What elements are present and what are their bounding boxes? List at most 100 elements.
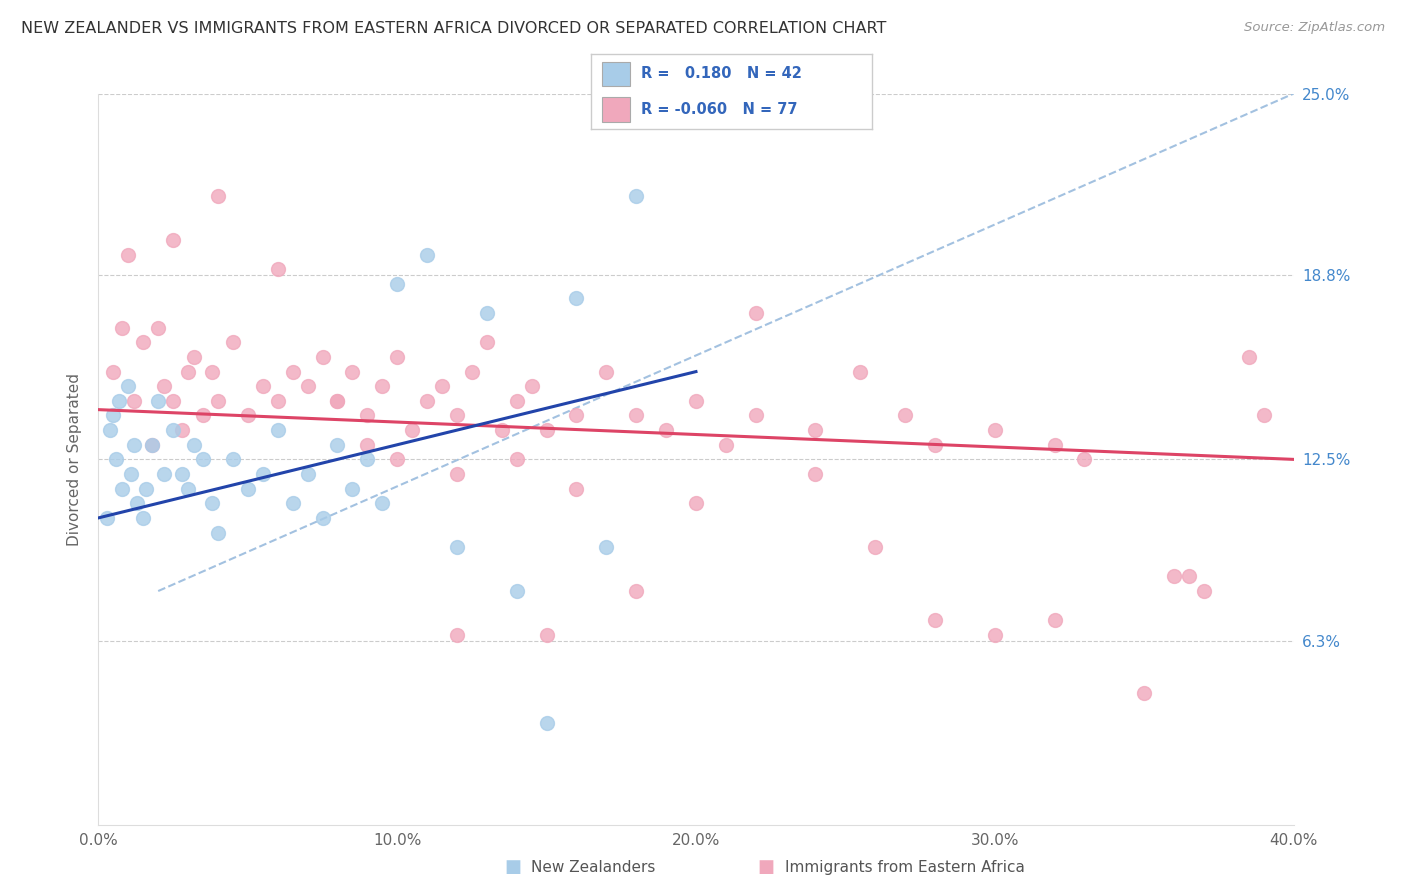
Point bbox=[252, 467, 274, 481]
Point bbox=[446, 409, 468, 423]
Point bbox=[446, 467, 468, 481]
Point bbox=[201, 496, 224, 510]
Point bbox=[236, 409, 259, 423]
Point bbox=[685, 496, 707, 510]
Point bbox=[297, 467, 319, 481]
Point bbox=[1253, 409, 1275, 423]
Point bbox=[865, 540, 887, 554]
Point bbox=[536, 423, 558, 437]
Point bbox=[148, 393, 170, 408]
Point bbox=[105, 452, 128, 467]
Point bbox=[804, 423, 827, 437]
Point bbox=[356, 409, 378, 423]
Point bbox=[1133, 686, 1156, 700]
Point bbox=[1178, 569, 1201, 583]
Point bbox=[685, 393, 707, 408]
Point bbox=[177, 482, 200, 496]
Point bbox=[356, 452, 378, 467]
Point bbox=[326, 393, 349, 408]
Point bbox=[565, 482, 588, 496]
Point bbox=[506, 393, 529, 408]
Point bbox=[124, 393, 146, 408]
Text: R =   0.180   N = 42: R = 0.180 N = 42 bbox=[641, 67, 801, 81]
Point bbox=[162, 233, 184, 247]
Point bbox=[626, 584, 648, 599]
Point bbox=[401, 423, 423, 437]
Text: R = -0.060   N = 77: R = -0.060 N = 77 bbox=[641, 102, 797, 117]
Point bbox=[506, 452, 529, 467]
Point bbox=[267, 393, 290, 408]
Point bbox=[1237, 350, 1260, 364]
Text: Immigrants from Eastern Africa: Immigrants from Eastern Africa bbox=[785, 860, 1025, 874]
Point bbox=[520, 379, 543, 393]
Point bbox=[506, 584, 529, 599]
Point bbox=[311, 350, 333, 364]
Point bbox=[356, 438, 378, 452]
Point bbox=[1163, 569, 1185, 583]
Point bbox=[120, 467, 142, 481]
Point bbox=[183, 350, 205, 364]
Point bbox=[1073, 452, 1095, 467]
Point bbox=[475, 306, 498, 320]
Point bbox=[342, 365, 364, 379]
Point bbox=[430, 379, 453, 393]
Point bbox=[385, 277, 409, 291]
Point bbox=[162, 393, 184, 408]
Point bbox=[924, 613, 946, 627]
Point bbox=[132, 511, 155, 525]
Text: Source: ZipAtlas.com: Source: ZipAtlas.com bbox=[1244, 21, 1385, 34]
Point bbox=[745, 306, 768, 320]
Point bbox=[924, 438, 946, 452]
Point bbox=[311, 511, 333, 525]
Point bbox=[117, 247, 139, 261]
Point bbox=[416, 247, 439, 261]
Point bbox=[745, 409, 768, 423]
Point bbox=[849, 365, 872, 379]
Text: ■: ■ bbox=[505, 858, 522, 876]
Point bbox=[655, 423, 678, 437]
Point bbox=[172, 423, 194, 437]
Point bbox=[1043, 438, 1066, 452]
Point bbox=[132, 335, 155, 350]
Point bbox=[536, 715, 558, 730]
Point bbox=[96, 511, 118, 525]
Point bbox=[191, 409, 214, 423]
Point bbox=[177, 365, 200, 379]
Point bbox=[108, 393, 131, 408]
Point bbox=[626, 189, 648, 203]
Point bbox=[111, 320, 134, 334]
Point bbox=[141, 438, 163, 452]
Bar bbox=[602, 97, 630, 122]
Point bbox=[326, 393, 349, 408]
Point bbox=[385, 452, 409, 467]
Point bbox=[536, 628, 558, 642]
Point bbox=[565, 409, 588, 423]
Point bbox=[103, 409, 125, 423]
Point bbox=[1192, 584, 1215, 599]
Point bbox=[162, 423, 184, 437]
Point bbox=[267, 423, 290, 437]
Point bbox=[371, 496, 394, 510]
Point bbox=[281, 496, 304, 510]
Point bbox=[127, 496, 149, 510]
Point bbox=[124, 438, 146, 452]
Point bbox=[804, 467, 827, 481]
Point bbox=[117, 379, 139, 393]
Point bbox=[281, 365, 304, 379]
Point bbox=[595, 365, 617, 379]
Point bbox=[984, 628, 1007, 642]
Point bbox=[446, 540, 468, 554]
Point bbox=[172, 467, 194, 481]
Point bbox=[371, 379, 394, 393]
Point bbox=[461, 365, 484, 379]
Point bbox=[626, 409, 648, 423]
Point bbox=[491, 423, 513, 437]
Point bbox=[141, 438, 163, 452]
Point bbox=[984, 423, 1007, 437]
Point bbox=[1043, 613, 1066, 627]
Point bbox=[475, 335, 498, 350]
Point bbox=[222, 452, 245, 467]
Point bbox=[267, 262, 290, 277]
Point bbox=[103, 365, 125, 379]
Point bbox=[595, 540, 617, 554]
